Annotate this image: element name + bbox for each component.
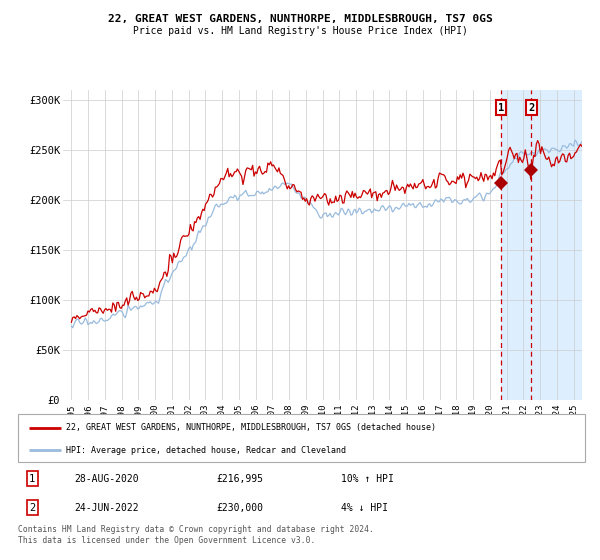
Text: 10% ↑ HPI: 10% ↑ HPI: [341, 474, 394, 483]
Text: HPI: Average price, detached house, Redcar and Cleveland: HPI: Average price, detached house, Redc…: [66, 446, 346, 455]
Text: 24-JUN-2022: 24-JUN-2022: [75, 503, 139, 512]
Text: £216,995: £216,995: [217, 474, 263, 483]
Bar: [501, 90, 582, 400]
Text: 28-AUG-2020: 28-AUG-2020: [75, 474, 139, 483]
Text: Contains HM Land Registry data © Crown copyright and database right 2024.
This d: Contains HM Land Registry data © Crown c…: [18, 525, 374, 545]
Text: Price paid vs. HM Land Registry's House Price Index (HPI): Price paid vs. HM Land Registry's House …: [133, 26, 467, 36]
Text: 2: 2: [528, 102, 535, 113]
Text: £230,000: £230,000: [217, 503, 263, 512]
Text: 1: 1: [498, 102, 504, 113]
Text: 22, GREAT WEST GARDENS, NUNTHORPE, MIDDLESBROUGH, TS7 0GS (detached house): 22, GREAT WEST GARDENS, NUNTHORPE, MIDDL…: [66, 423, 436, 432]
Text: 4% ↓ HPI: 4% ↓ HPI: [341, 503, 388, 512]
FancyBboxPatch shape: [18, 414, 585, 462]
Text: 1: 1: [29, 474, 35, 483]
Text: 22, GREAT WEST GARDENS, NUNTHORPE, MIDDLESBROUGH, TS7 0GS: 22, GREAT WEST GARDENS, NUNTHORPE, MIDDL…: [107, 14, 493, 24]
Text: 2: 2: [29, 503, 35, 512]
